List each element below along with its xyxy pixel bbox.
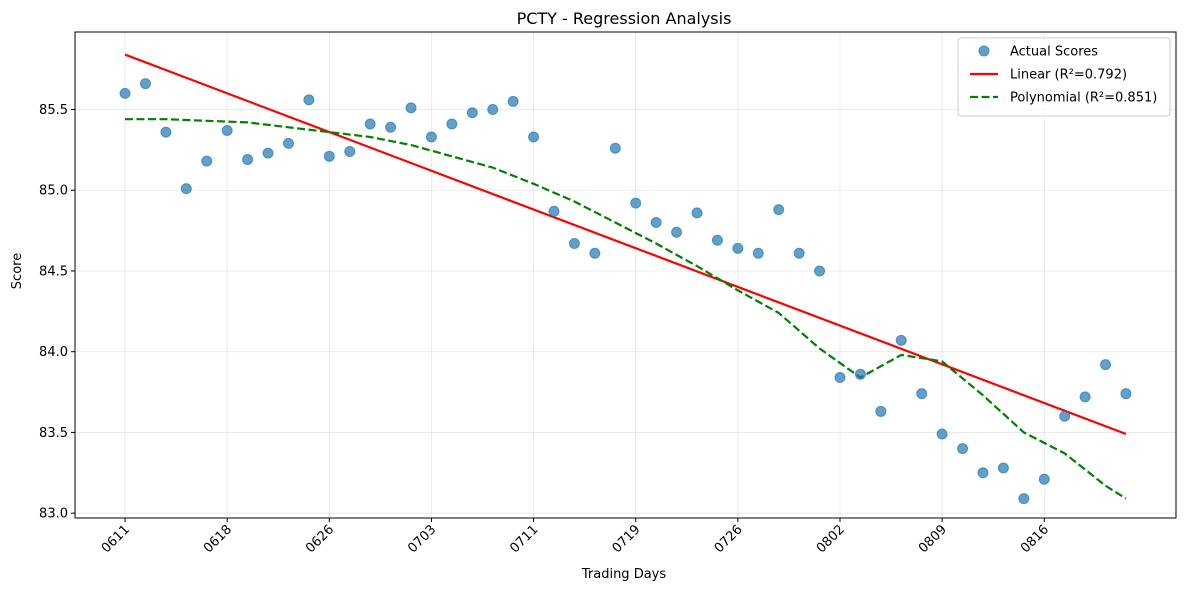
data-point (487, 104, 499, 116)
grid-lines (75, 32, 1176, 518)
data-point (977, 467, 989, 479)
data-point (1100, 359, 1112, 371)
data-point (282, 137, 294, 149)
data-point (1079, 391, 1091, 403)
data-point (262, 147, 274, 159)
legend-label: Actual Scores (1010, 45, 1098, 60)
data-point (875, 405, 887, 417)
data-point (957, 443, 969, 455)
data-point (201, 155, 213, 167)
legend-marker-scatter (978, 45, 990, 57)
data-point (732, 242, 744, 254)
data-point (425, 131, 437, 143)
legend: Actual Scores Linear (R²=0.792) Polynomial… (957, 37, 1171, 117)
data-point (303, 94, 315, 106)
data-point (671, 226, 683, 238)
legend-label: Polynomial (R²=0.851) (1010, 91, 1157, 106)
data-point (895, 334, 907, 346)
y-axis-title: Score (10, 253, 25, 289)
data-point (1120, 388, 1132, 400)
data-point (385, 121, 397, 133)
linear-fit-line (124, 53, 1127, 436)
legend-box (957, 37, 1171, 117)
data-point (1018, 493, 1030, 505)
data-point (793, 247, 805, 259)
data-point (568, 238, 580, 250)
x-axis-title: Trading Days (581, 567, 666, 582)
data-point (548, 205, 560, 217)
series-layer (119, 53, 1132, 505)
data-point (711, 234, 723, 246)
data-point (997, 462, 1009, 474)
data-point (752, 247, 764, 259)
data-point (630, 197, 642, 209)
data-point (1059, 410, 1071, 422)
data-point (364, 118, 376, 130)
data-point (691, 207, 703, 219)
chart-title: PCTY - Regression Analysis (517, 9, 732, 28)
y-tick-label: 83.5 (39, 426, 68, 441)
data-point (344, 145, 356, 157)
data-point (936, 428, 948, 440)
data-point (221, 124, 233, 136)
data-point (773, 204, 785, 216)
data-point (507, 95, 519, 107)
data-point (242, 154, 254, 166)
data-point (650, 217, 662, 229)
y-tick-label: 83.0 (39, 507, 68, 522)
data-point (814, 265, 826, 277)
data-point (1038, 473, 1050, 485)
data-point (528, 131, 540, 143)
data-point (609, 142, 621, 154)
data-point (466, 107, 478, 119)
data-point (916, 388, 928, 400)
data-point (139, 78, 151, 90)
y-tick-label: 84.5 (39, 264, 68, 279)
legend-label: Linear (R²=0.792) (1010, 68, 1127, 83)
data-point (160, 126, 172, 138)
data-point (405, 102, 417, 114)
y-tick-label: 85.0 (39, 184, 68, 199)
data-point (446, 118, 458, 130)
data-point (323, 150, 335, 162)
polynomial-fit-line (125, 118, 1127, 500)
data-point (180, 183, 192, 195)
y-tick-label: 84.0 (39, 345, 68, 360)
y-tick-label: 85.5 (39, 103, 68, 118)
data-point (589, 247, 601, 259)
data-point (119, 87, 131, 99)
data-point (854, 368, 866, 380)
plot-frame (74, 31, 1177, 519)
data-point (834, 372, 846, 384)
